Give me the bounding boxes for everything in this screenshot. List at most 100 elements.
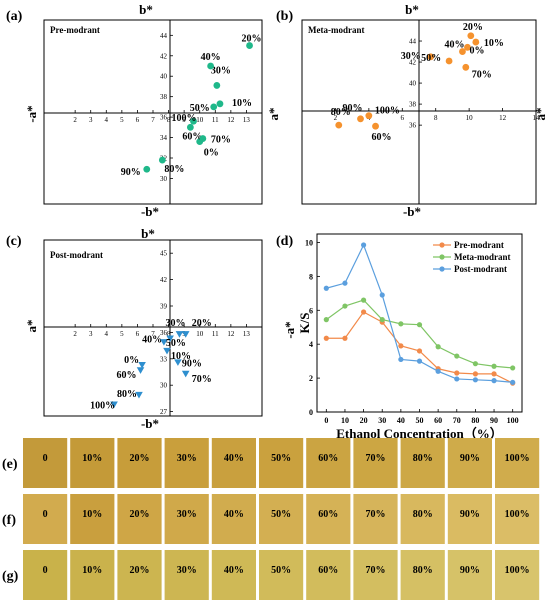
swatch-cell-label: 100%: [505, 453, 530, 464]
panel-a-point: [207, 62, 215, 70]
swatch-cell-label: 0: [43, 453, 48, 464]
swatch-cell-label: 70%: [366, 565, 386, 576]
panel-c-ytick-label: 27: [160, 408, 168, 416]
panel-b-point: [472, 38, 480, 46]
panel-b-a-neg: a*: [266, 108, 281, 121]
swatch-cell: [353, 494, 398, 544]
panel-c-point-label: 80%: [117, 389, 137, 400]
panel-a-ytick-label: 30: [160, 175, 168, 183]
panel-a-xtick-label: 2: [73, 116, 77, 124]
panel-b-xtick-label: 14: [533, 114, 541, 122]
panel-a-point-label: 40%: [201, 52, 221, 63]
panel-c-point: [166, 335, 174, 343]
panel-b-xtick-label: 6: [401, 114, 405, 122]
panel-d-series-point: [454, 353, 460, 359]
panel-c-point: [181, 331, 190, 338]
swatch-cell-label: 60%: [318, 453, 338, 464]
panel-d-series-point: [416, 348, 423, 354]
panel-c-xtick-label: 11: [212, 330, 219, 338]
panel-a-ytick-label: 36: [160, 114, 168, 122]
swatch-cell-label: 40%: [224, 453, 244, 464]
panel-d: (d) -a* 0 10 20 30 40 50 60 70 80 90 1000246810Eth…: [276, 233, 523, 441]
panel-d-series-point: [342, 335, 348, 341]
swatch-cell: [400, 494, 445, 544]
panel-a-point-label: 30%: [211, 65, 231, 76]
panel-b-point: [372, 122, 379, 130]
panel-d-series-point: [323, 285, 329, 291]
panel-d-series-point: [323, 317, 329, 323]
panel-a-b-pos: b*: [139, 2, 153, 17]
panel-a-ytick-label: 44: [160, 32, 168, 40]
panel-b-point: [427, 53, 435, 61]
swatch-cell: [306, 438, 351, 488]
panel-d-label: (d): [276, 234, 293, 249]
panel-a: (a) b* -b* -a* Pre-modrant 2 3 4 5 6 7 8 9 10 11 1…: [6, 2, 263, 219]
panel-d-xtick-label: 70: [453, 416, 461, 425]
swatch-cell-label: 60%: [318, 565, 338, 576]
panel-b-xtick-label: 2: [334, 114, 338, 122]
panel-b-point-label: 90%: [343, 103, 363, 114]
panel-a-point-label: 0%: [204, 148, 219, 159]
panel-d-xtick-label: 90: [490, 416, 498, 425]
swatch-cell: [70, 494, 115, 544]
panel-d-ytick-label: 2: [309, 374, 313, 383]
panel-d-series-point: [416, 358, 423, 364]
swatch-cell: [70, 438, 115, 488]
swatch-cell-label: 20%: [130, 453, 150, 464]
swatch-grid: (e) 0 10% 20% 30% 40% 50% 60% 70% 80% 90% 100% (f) 0 1…: [2, 438, 540, 600]
panel-a-point: [186, 123, 194, 131]
panel-c-point-label: 30%: [165, 318, 185, 329]
swatch-cell: [211, 550, 256, 600]
panel-d-series-line: [325, 299, 513, 369]
swatch-cell: [353, 550, 398, 600]
panel-b-point: [459, 48, 466, 55]
panel-c-ytick-label: 33: [160, 355, 168, 363]
panel-d-legend-marker: [439, 242, 445, 248]
panel-a-ytick-label: 38: [160, 93, 168, 101]
swatch-cell: [447, 494, 492, 544]
panel-d-series-point: [510, 379, 516, 385]
swatch-cell-label: 90%: [460, 509, 480, 520]
swatch-cell: [259, 438, 304, 488]
swatch-row-label: (f): [2, 513, 16, 528]
panel-b-point: [365, 112, 373, 120]
panel-b-point: [462, 63, 470, 71]
panel-c-point: [175, 331, 184, 338]
panel-d-ytick-label: 8: [309, 272, 313, 281]
swatch-cell: [495, 438, 540, 488]
panel-c-xtick-label: 10: [196, 330, 204, 338]
panel-d-series-point: [342, 303, 348, 309]
panel-b-point-label: 20%: [463, 22, 483, 33]
panel-c-point-label: 10%: [171, 351, 191, 362]
panel-d-xlabel: Ethanol Concentration（%）: [336, 426, 502, 441]
panel-c-ytick-label: 36: [160, 329, 168, 337]
panel-c-point-label: 70%: [192, 374, 212, 385]
panel-b-point-label: 10%: [484, 38, 504, 49]
panel-a-label: (a): [6, 9, 23, 24]
panel-c-xtick-label: 6: [136, 330, 140, 338]
panel-b-ytick-label: 40: [409, 80, 417, 88]
panel-d-series-point: [454, 370, 460, 376]
panel-d-series-point: [360, 297, 367, 303]
swatch-cell: [306, 550, 351, 600]
panel-d-series-point: [360, 242, 367, 248]
panel-a-ytick-label: 42: [160, 52, 168, 60]
panel-c-xtick-label: 3: [89, 330, 93, 338]
panel-b-point-label: 0%: [469, 45, 484, 56]
panel-c-xtick-label: 7: [151, 330, 155, 338]
panel-b: (b) b* -b* a* a* Meta-modrant 2468101214…: [266, 2, 548, 219]
swatch-cell-label: 50%: [271, 509, 291, 520]
swatch-cell-label: 40%: [224, 509, 244, 520]
panel-d-series-point: [398, 321, 404, 327]
panel-b-point: [464, 43, 471, 51]
panel-c-ytick-label: 30: [160, 382, 168, 390]
panel-a-xtick-label: 5: [120, 116, 124, 124]
panel-d-series-point: [435, 344, 441, 350]
panel-b-b-neg: -b*: [403, 204, 421, 219]
panel-d-legend-marker: [439, 266, 445, 272]
panel-b-point: [357, 115, 364, 123]
panel-d-series-point: [398, 356, 404, 363]
panel-a-point: [213, 82, 221, 89]
swatch-cell: [400, 550, 445, 600]
panel-c-point: [163, 347, 171, 355]
